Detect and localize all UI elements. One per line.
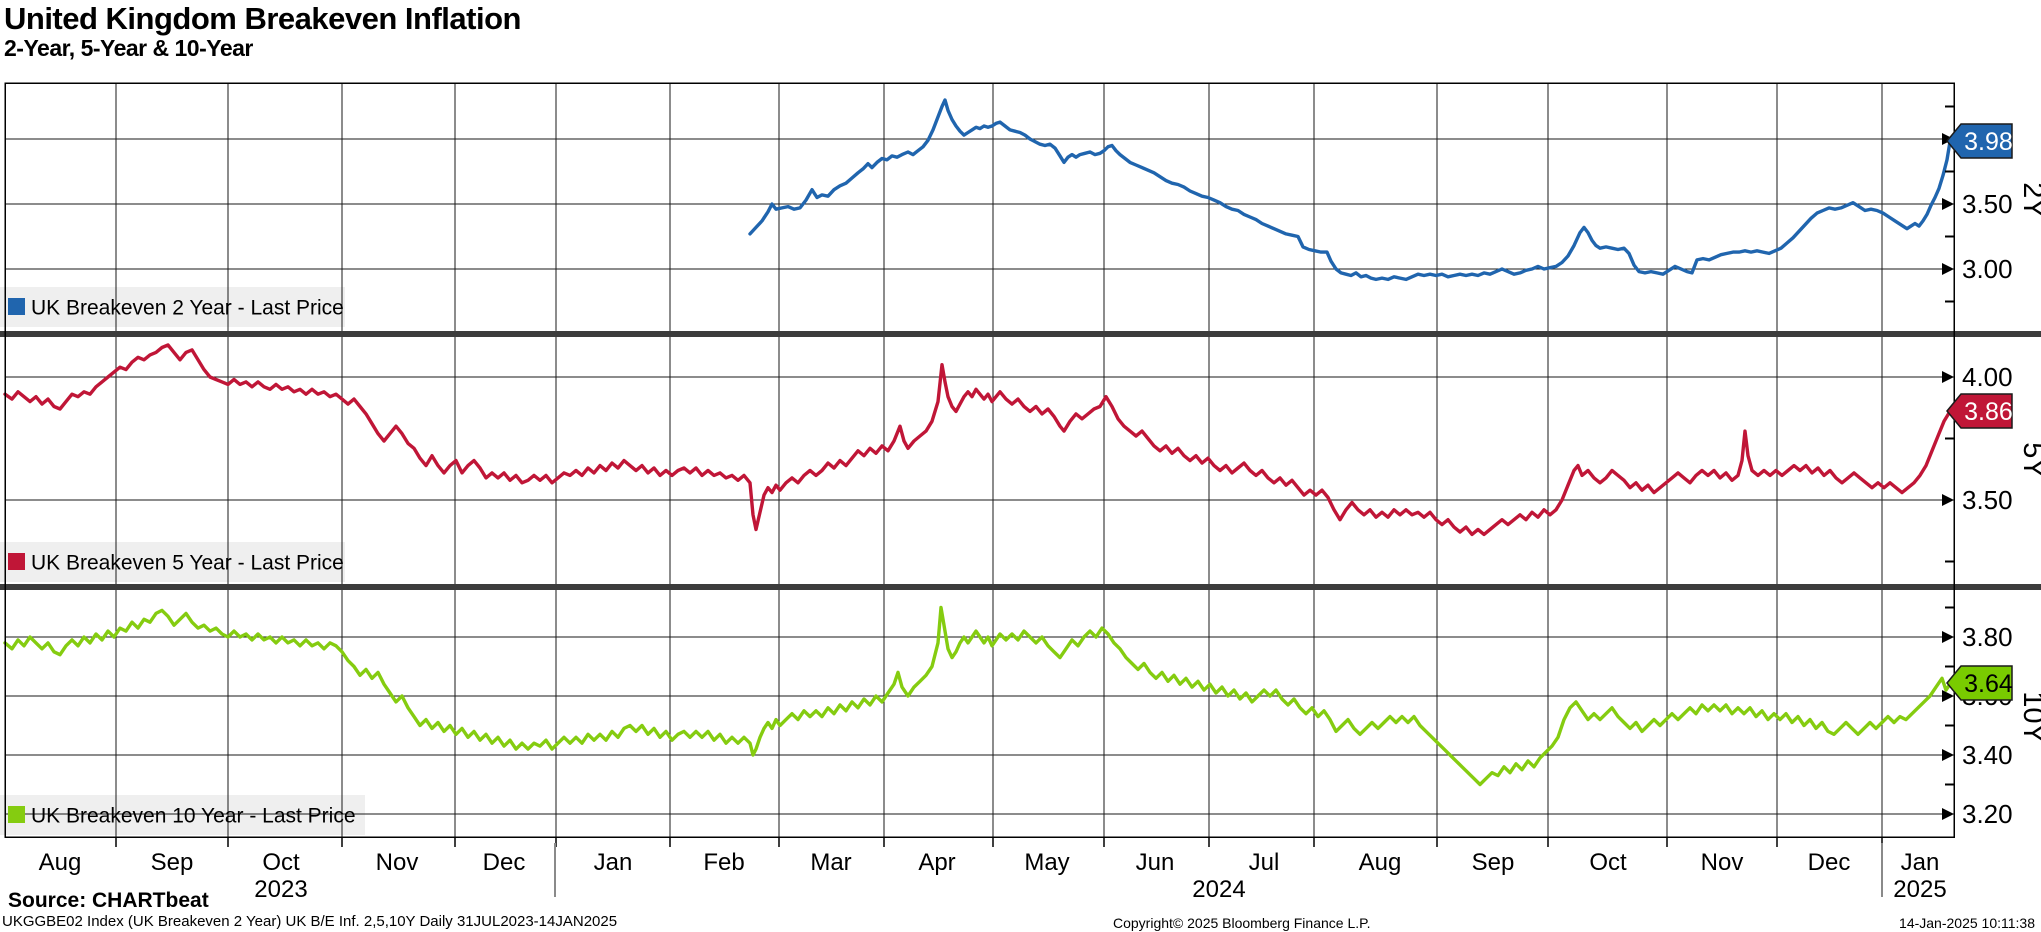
x-month-label: Jun: [1136, 849, 1175, 876]
panel-axis-label-5Y: 5Y: [2017, 442, 2041, 477]
y-tick-label: 4.00: [1962, 362, 2013, 392]
legend-swatch-10Y: [8, 806, 25, 823]
page-subtitle: 2-Year, 5-Year & 10-Year: [4, 35, 253, 61]
source-label: Source: CHARTbeat: [8, 889, 209, 912]
y-tick-arrow: [1942, 631, 1954, 643]
y-tick-arrow: [1942, 808, 1954, 820]
legend-label-5Y: UK Breakeven 5 Year - Last Price: [31, 551, 344, 574]
legend-label-10Y: UK Breakeven 10 Year - Last Price: [31, 804, 356, 827]
last-price-badge-10Y: [1946, 665, 2013, 701]
panel-separator: [0, 584, 2041, 590]
plot-frame: [4, 82, 1955, 838]
legend-box-bg-2Y: [0, 287, 345, 327]
series-line-10Y: [3, 605, 1952, 787]
last-price-value-5Y: 3.86: [1964, 398, 2013, 426]
y-tick-arrow: [1942, 263, 1954, 275]
x-month-label: Aug: [1359, 849, 1402, 876]
x-month-label: Dec: [1808, 849, 1851, 876]
instrument-info: UKGGBE02 Index (UK Breakeven 2 Year) UK …: [2, 913, 618, 930]
last-price-value-2Y: 3.98: [1964, 128, 2013, 156]
y-tick-arrow: [1942, 749, 1954, 761]
x-month-label: Apr: [918, 849, 955, 876]
x-month-label: Jan: [594, 849, 633, 876]
legend-item-10Y[interactable]: UK Breakeven 10 Year - Last Price: [8, 804, 356, 827]
copyright-notice: Copyright© 2025 Bloomberg Finance L.P.: [1113, 915, 1371, 931]
last-price-value-10Y: 3.64: [1964, 670, 2013, 698]
y-tick-label: 3.20: [1962, 799, 2013, 829]
x-month-label: Mar: [810, 849, 851, 876]
x-month-label: Oct: [262, 849, 300, 876]
series-line-5Y: [3, 343, 1952, 537]
y-tick-label: 3.00: [1962, 254, 2013, 284]
y-tick-arrow: [1942, 690, 1954, 702]
last-price-badge-2Y: [1946, 123, 2013, 159]
x-month-label: Dec: [483, 849, 526, 876]
x-month-label: Nov: [1701, 849, 1744, 876]
x-month-label: Sep: [151, 849, 194, 876]
y-tick-arrow: [1942, 371, 1954, 383]
x-month-label: Sep: [1472, 849, 1515, 876]
y-tick-label: 3.80: [1962, 622, 2013, 652]
x-year-label: 2025: [1893, 876, 1946, 903]
page-title: United Kingdom Breakeven Inflation: [4, 1, 521, 36]
panel-separator: [0, 331, 2041, 337]
legend-item-2Y[interactable]: UK Breakeven 2 Year - Last Price: [8, 296, 344, 319]
legend-item-5Y[interactable]: UK Breakeven 5 Year - Last Price: [8, 551, 344, 574]
x-month-label: Nov: [376, 849, 419, 876]
x-month-label: Oct: [1589, 849, 1627, 876]
panel-axis-label-10Y: 10Y: [2017, 691, 2041, 743]
x-month-label: Jul: [1249, 849, 1280, 876]
x-month-label: Feb: [703, 849, 744, 876]
x-month-label: Jan: [1901, 849, 1940, 876]
series-line-2Y: [748, 98, 1952, 282]
panel-axis-label-2Y: 2Y: [2017, 182, 2041, 217]
legend-box-bg-5Y: [0, 542, 345, 582]
legend-swatch-5Y: [8, 553, 25, 570]
timestamp: 14-Jan-2025 10:11:38: [1899, 915, 2035, 931]
y-tick-label: 3.50: [1962, 189, 2013, 219]
x-year-label: 2024: [1192, 876, 1245, 903]
x-month-label: Aug: [39, 849, 82, 876]
last-price-badge-5Y: [1946, 393, 2013, 429]
y-tick-arrow: [1942, 494, 1954, 506]
legend-box-bg-10Y: [0, 795, 365, 835]
y-tick-arrow: [1942, 198, 1954, 210]
x-year-label: 2023: [254, 876, 307, 903]
y-tick-label: 3.50: [1962, 485, 2013, 515]
legend-swatch-2Y: [8, 298, 25, 315]
y-tick-label: 3.40: [1962, 740, 2013, 770]
legend-label-2Y: UK Breakeven 2 Year - Last Price: [31, 296, 344, 319]
x-month-label: May: [1024, 849, 1069, 876]
